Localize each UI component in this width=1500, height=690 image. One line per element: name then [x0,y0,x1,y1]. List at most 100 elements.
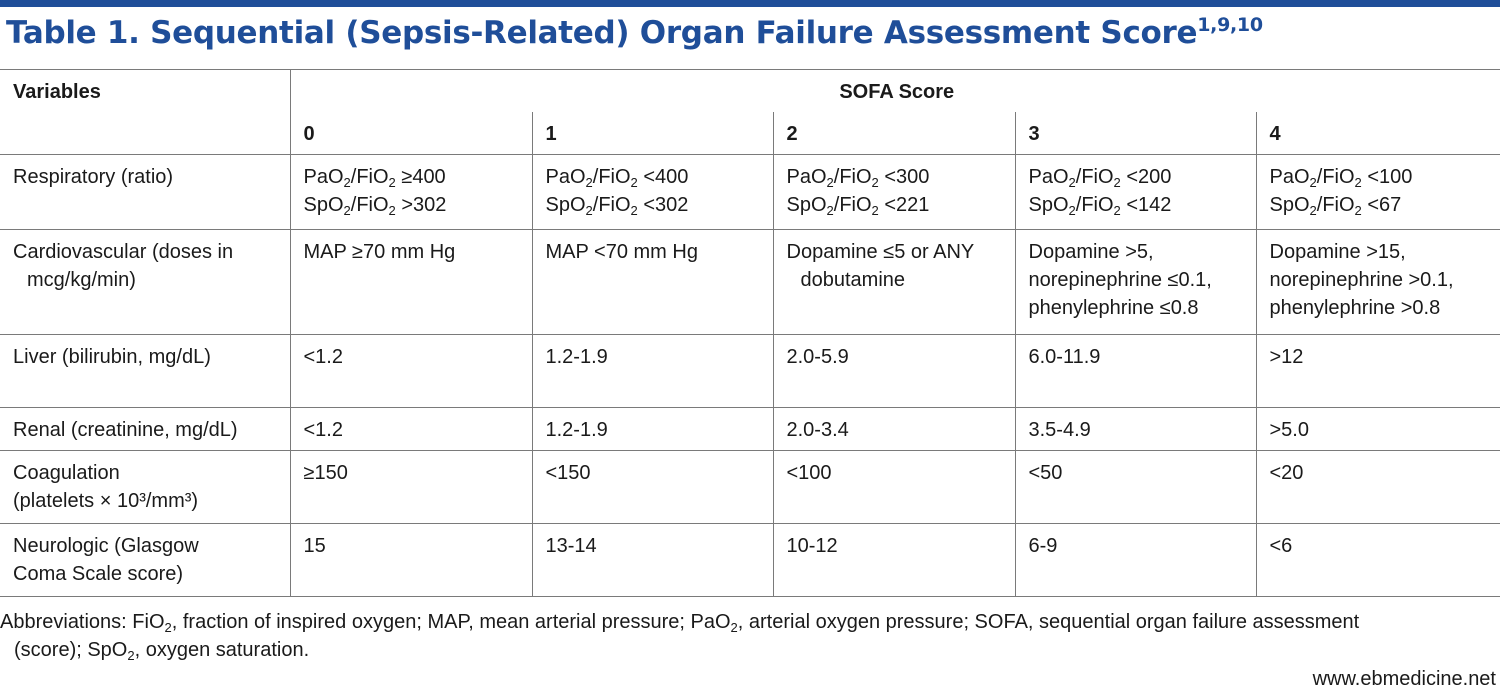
score-cell-4: PaO2/FiO2 <100 SpO2/FiO2 <67 [1255,154,1500,230]
cell-line: <6 [1269,535,1293,557]
score-cell-2: <100 [772,450,1016,524]
cell-line: MAP ≥70 mm Hg [303,241,456,263]
cell-text: <302 [637,194,689,216]
row-label: Cardiovascular (doses in mcg/kg/min) [0,229,291,335]
title-reference-superscript: 1,9,10 [1197,14,1263,36]
score-cell-4: Dopamine >15, norepinephrine >0.1, phenyle… [1255,229,1500,335]
cell-line: <150 [545,462,591,484]
cell-line: <20 [1269,462,1304,484]
footnote-subscript: 2 [164,620,172,635]
score-cell-3: 6-9 [1014,523,1257,597]
score-cell-4: <6 [1255,523,1500,597]
row-label: Neurologic (Glasgow Coma Scale score) [0,523,291,597]
cell-text: <100 [1361,166,1413,188]
abbreviations-footnote: Abbreviations: FiO2, fraction of inspire… [0,608,1496,664]
score-cell-0: <1.2 [289,334,533,408]
cell-line: PaO2/FiO2 <200 [1029,163,1246,191]
score-cell-0: <1.2 [289,407,533,451]
cell-text: PaO [1028,166,1069,188]
cell-text: PaO [303,166,344,188]
cell-line: 10-12 [786,535,838,557]
cell-subscript: 2 [1113,203,1121,218]
row-label-line: Liver (bilirubin, mg/dL) [13,346,211,368]
cell-line: 13-14 [545,535,597,557]
row-label: Renal (creatinine, mg/dL) [0,407,291,451]
score-cell-1: 1.2-1.9 [531,407,774,451]
cell-text: <400 [637,166,689,188]
table-row: Cardiovascular (doses in mcg/kg/min) MAP ≥… [0,229,1500,335]
score-cell-0: PaO2/FiO2 ≥400 SpO2/FiO2 >302 [289,154,533,230]
cell-line: SpO2/FiO2 <67 [1270,191,1491,219]
cell-line: PaO2/FiO2 ≥400 [304,163,522,191]
cell-subscript: 2 [1068,203,1076,218]
cell-line: <100 [786,462,832,484]
footnote-subscript: 2 [127,648,135,663]
score-cell-2: 2.0-5.9 [772,334,1016,408]
score-cell-0: MAP ≥70 mm Hg [289,229,533,335]
cell-line: PaO2/FiO2 <100 [1270,163,1491,191]
cell-subscript: 2 [1068,175,1076,190]
score-cell-3: 3.5-4.9 [1014,407,1257,451]
cell-line: Dopamine >15, [1269,241,1406,263]
cell-text: >302 [395,194,447,216]
cell-subscript: 2 [585,175,593,190]
cell-line: 3.5-4.9 [1028,419,1091,441]
score-cell-4: <20 [1255,450,1500,524]
cell-line: 15 [303,535,326,557]
row-label-line: Coagulation [13,462,120,484]
cell-line: SpO2/FiO2 <221 [787,191,1005,219]
cell-text: SpO [303,194,344,216]
table-row: Coagulation (platelets × 10³/mm³) ≥150 <150… [0,450,1500,524]
footnote-line-2: (score); SpO2, oxygen saturation. [0,636,1496,664]
table-row: Liver (bilirubin, mg/dL) <1.2 1.2-1.9 2.0-5… [0,334,1500,408]
cell-line: 1.2-1.9 [545,346,608,368]
cell-line: 2.0-3.4 [786,419,849,441]
row-label-line: Coma Scale score) [13,563,184,585]
cell-text: <142 [1120,194,1172,216]
header-row: Variables SOFA Score [0,69,1500,155]
source-url: www.ebmedicine.net [1312,668,1496,690]
cell-text: SpO [1028,194,1069,216]
cell-text: PaO [1269,166,1310,188]
cell-text: <67 [1361,194,1402,216]
score-cell-1: 13-14 [531,523,774,597]
footnote-text: , arterial oxygen pressure; SOFA, sequen… [737,611,1360,633]
cell-line: <1.2 [303,419,343,441]
table-title-text: Table 1. Sequential (Sepsis-Related) Org… [6,15,1198,51]
top-rule [0,0,1500,7]
table-body: Respiratory (ratio) PaO2/FiO2 ≥400 SpO2/Fi… [0,154,1500,597]
cell-subscript: 2 [1354,203,1362,218]
footnote-subscript: 2 [730,620,738,635]
cell-line: phenylephrine ≤0.8 [1028,297,1199,319]
cell-line: PaO2/FiO2 <300 [787,163,1005,191]
score-cell-1: <150 [531,450,774,524]
cell-text: PaO [545,166,586,188]
cell-text: /FiO [592,194,631,216]
score-header-4: 4 [1255,112,1500,155]
table-row: Neurologic (Glasgow Coma Scale score) 15 13… [0,523,1500,597]
cell-text: PaO [786,166,827,188]
row-label: Coagulation (platelets × 10³/mm³) [0,450,291,524]
cell-subscript: 2 [630,175,638,190]
cell-line: <1.2 [303,346,343,368]
cell-text: SpO [786,194,827,216]
score-header-1: 1 [531,112,774,155]
cell-text: ≥400 [395,166,446,188]
score-cell-2: PaO2/FiO2 <300 SpO2/FiO2 <221 [772,154,1016,230]
score-cell-0: 15 [289,523,533,597]
score-cell-1: 1.2-1.9 [531,334,774,408]
row-label-line: Renal (creatinine, mg/dL) [13,419,238,441]
score-cell-2: Dopamine ≤5 or ANY dobutamine [772,229,1016,335]
cell-line: >12 [1269,346,1304,368]
cell-subscript: 2 [1309,203,1317,218]
table-title: Table 1. Sequential (Sepsis-Related) Org… [6,14,1263,51]
sofa-score-header: SOFA Score [289,69,1500,112]
cell-line: ≥150 [303,462,348,484]
cell-subscript: 2 [388,203,396,218]
cell-line: phenylephrine >0.8 [1269,297,1441,319]
row-label-line: Cardiovascular (doses in [13,241,234,263]
score-cell-4: >12 [1255,334,1500,408]
cell-line: dobutamine [800,269,906,291]
cell-line: SpO2/FiO2 >302 [304,191,522,219]
cell-subscript: 2 [585,203,593,218]
